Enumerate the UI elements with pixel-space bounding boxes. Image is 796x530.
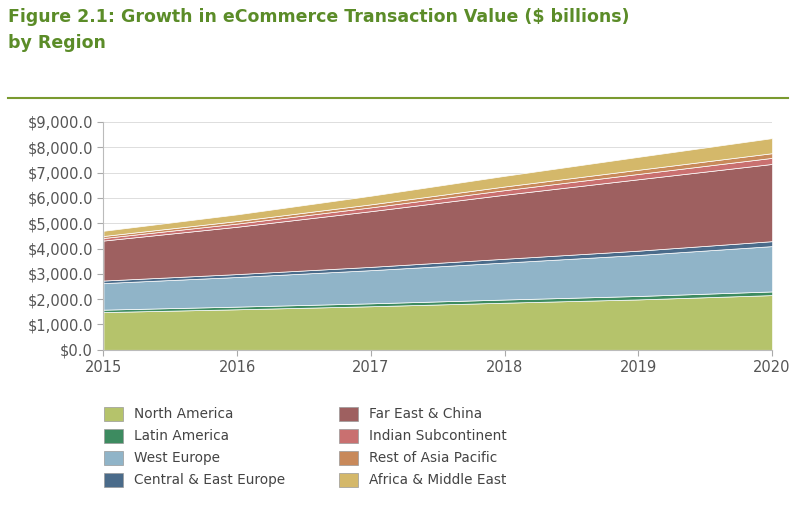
Text: Figure 2.1: Growth in eCommerce Transaction Value ($ billions): Figure 2.1: Growth in eCommerce Transact… <box>8 8 630 26</box>
Text: by Region: by Region <box>8 34 106 52</box>
Legend: North America, Latin America, West Europe, Central & East Europe, Far East & Chi: North America, Latin America, West Europ… <box>103 407 507 488</box>
